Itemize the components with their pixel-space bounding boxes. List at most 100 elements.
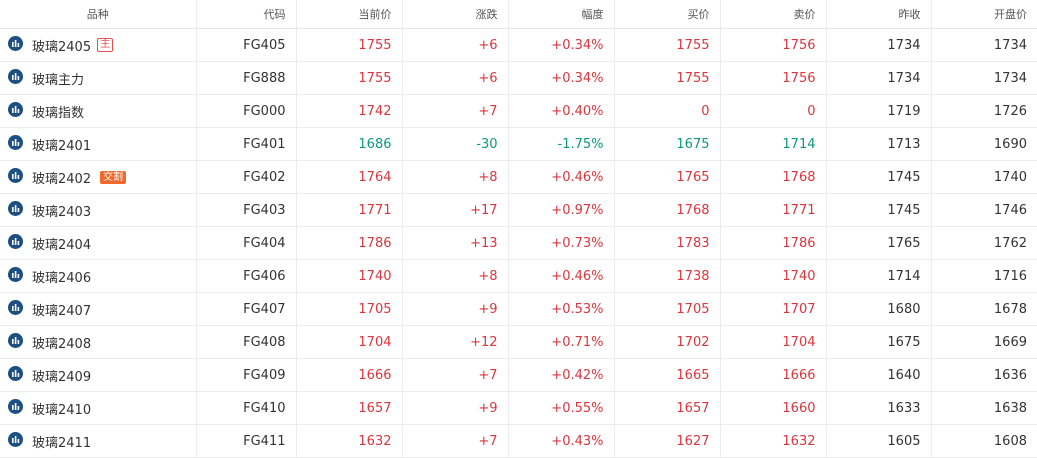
change-percent-cell: -1.75% — [508, 127, 615, 161]
variety-cell[interactable]: 玻璃指数 — [0, 94, 197, 128]
header-bid[interactable]: 买价 — [614, 0, 721, 29]
open-cell: 1746 — [931, 193, 1037, 227]
chart-icon[interactable] — [8, 167, 23, 183]
change-cell: +7 — [402, 424, 509, 458]
variety-name[interactable]: 玻璃2403 — [32, 204, 92, 220]
chart-icon[interactable] — [8, 101, 23, 117]
table-row[interactable]: 玻璃2406 FG406 1740 +8 +0.46% 1738 1740 1714 1716 — [0, 259, 1037, 293]
code-cell: FG000 — [196, 94, 297, 128]
change-cell: +9 — [402, 292, 509, 326]
code-cell: FG408 — [196, 325, 297, 359]
price-cell: 1755 — [296, 28, 403, 62]
chart-icon[interactable] — [8, 68, 23, 84]
open-cell: 1669 — [931, 325, 1037, 359]
table-row[interactable]: 玻璃2408 FG408 1704 +12 +0.71% 1702 1704 1675 1669 — [0, 325, 1037, 359]
table-row[interactable]: 玻璃2404 FG404 1786 +13 +0.73% 1783 1786 1765 1762 — [0, 226, 1037, 260]
open-cell: 1608 — [931, 424, 1037, 458]
variety-cell[interactable]: 玻璃2411 — [0, 424, 197, 458]
variety-cell[interactable]: 玻璃2402 交割 — [0, 160, 197, 194]
header-variety[interactable]: 品种 — [0, 0, 197, 29]
variety-name[interactable]: 玻璃2402 — [32, 171, 92, 187]
variety-cell[interactable]: 玻璃2406 — [0, 259, 197, 293]
change-cell: +6 — [402, 28, 509, 62]
chart-icon[interactable] — [8, 365, 23, 381]
table-row[interactable]: 玻璃指数 FG000 1742 +7 +0.40% 0 0 1719 1726 — [0, 94, 1037, 128]
table-row[interactable]: 玻璃2405 主 FG405 1755 +6 +0.34% 1755 1756 1734 1734 — [0, 28, 1037, 62]
bid-cell: 0 — [614, 94, 721, 128]
code-cell: FG402 — [196, 160, 297, 194]
variety-cell[interactable]: 玻璃2403 — [0, 193, 197, 227]
variety-name[interactable]: 玻璃2404 — [32, 237, 92, 253]
bid-cell: 1665 — [614, 358, 721, 392]
table-row[interactable]: 玻璃2403 FG403 1771 +17 +0.97% 1768 1771 1745 1746 — [0, 193, 1037, 227]
chart-icon[interactable] — [8, 398, 23, 414]
table-row[interactable]: 玻璃2401 FG401 1686 -30 -1.75% 1675 1714 1713 1690 — [0, 127, 1037, 161]
table-row[interactable]: 玻璃2402 交割 FG402 1764 +8 +0.46% 1765 1768 1745 174… — [0, 160, 1037, 194]
variety-cell[interactable]: 玻璃主力 — [0, 61, 197, 95]
bid-cell: 1783 — [614, 226, 721, 260]
change-percent-cell: +0.34% — [508, 61, 615, 95]
table-row[interactable]: 玻璃2410 FG410 1657 +9 +0.55% 1657 1660 1633 1638 — [0, 391, 1037, 425]
table-row[interactable]: 玻璃2409 FG409 1666 +7 +0.42% 1665 1666 1640 1636 — [0, 358, 1037, 392]
variety-cell[interactable]: 玻璃2404 — [0, 226, 197, 260]
change-percent-cell: +0.43% — [508, 424, 615, 458]
variety-cell[interactable]: 玻璃2405 主 — [0, 28, 197, 62]
variety-name[interactable]: 玻璃2407 — [32, 303, 92, 319]
change-percent-cell: +0.55% — [508, 391, 615, 425]
header-change[interactable]: 涨跌 — [402, 0, 509, 29]
price-cell: 1742 — [296, 94, 403, 128]
table-row[interactable]: 玻璃2407 FG407 1705 +9 +0.53% 1705 1707 1680 1678 — [0, 292, 1037, 326]
chart-icon[interactable] — [8, 266, 23, 282]
chart-icon[interactable] — [8, 134, 23, 150]
variety-name[interactable]: 玻璃2401 — [32, 138, 92, 154]
header-row: 品种 代码 当前价 涨跌 幅度 买价 卖价 昨收 开盘价 — [0, 0, 1037, 29]
variety-name[interactable]: 玻璃2406 — [32, 270, 92, 286]
table-row[interactable]: 玻璃主力 FG888 1755 +6 +0.34% 1755 1756 1734 1734 — [0, 61, 1037, 95]
prev-close-cell: 1745 — [826, 160, 932, 194]
chart-icon[interactable] — [8, 332, 23, 348]
change-cell: +17 — [402, 193, 509, 227]
change-percent-cell: +0.73% — [508, 226, 615, 260]
variety-name[interactable]: 玻璃2405 — [32, 39, 92, 55]
variety-name[interactable]: 玻璃2409 — [32, 369, 92, 385]
variety-cell[interactable]: 玻璃2409 — [0, 358, 197, 392]
variety-cell[interactable]: 玻璃2407 — [0, 292, 197, 326]
ask-cell: 1768 — [720, 160, 827, 194]
code-cell: FG411 — [196, 424, 297, 458]
variety-name[interactable]: 玻璃主力 — [32, 72, 85, 88]
chart-icon[interactable] — [8, 35, 23, 51]
change-percent-cell: +0.46% — [508, 259, 615, 293]
prev-close-cell: 1605 — [826, 424, 932, 458]
header-code[interactable]: 代码 — [196, 0, 297, 29]
variety-name[interactable]: 玻璃2410 — [32, 402, 92, 418]
bid-cell: 1768 — [614, 193, 721, 227]
change-cell: +8 — [402, 160, 509, 194]
bid-cell: 1705 — [614, 292, 721, 326]
variety-cell[interactable]: 玻璃2401 — [0, 127, 197, 161]
bid-cell: 1702 — [614, 325, 721, 359]
open-cell: 1678 — [931, 292, 1037, 326]
header-open[interactable]: 开盘价 — [931, 0, 1037, 29]
change-percent-cell: +0.34% — [508, 28, 615, 62]
chart-icon[interactable] — [8, 200, 23, 216]
table-row[interactable]: 玻璃2411 FG411 1632 +7 +0.43% 1627 1632 1605 1608 — [0, 424, 1037, 458]
change-cell: +12 — [402, 325, 509, 359]
header-prev-close[interactable]: 昨收 — [826, 0, 932, 29]
chart-icon[interactable] — [8, 233, 23, 249]
variety-cell[interactable]: 玻璃2410 — [0, 391, 197, 425]
header-change-percent[interactable]: 幅度 — [508, 0, 615, 29]
variety-name[interactable]: 玻璃2408 — [32, 336, 92, 352]
header-ask[interactable]: 卖价 — [720, 0, 827, 29]
bid-cell: 1738 — [614, 259, 721, 293]
change-cell: +7 — [402, 358, 509, 392]
price-cell: 1686 — [296, 127, 403, 161]
header-current-price[interactable]: 当前价 — [296, 0, 403, 29]
variety-name[interactable]: 玻璃2411 — [32, 435, 92, 451]
open-cell: 1740 — [931, 160, 1037, 194]
variety-name[interactable]: 玻璃指数 — [32, 105, 85, 121]
chart-icon[interactable] — [8, 299, 23, 315]
variety-cell[interactable]: 玻璃2408 — [0, 325, 197, 359]
open-cell: 1690 — [931, 127, 1037, 161]
chart-icon[interactable] — [8, 431, 23, 447]
